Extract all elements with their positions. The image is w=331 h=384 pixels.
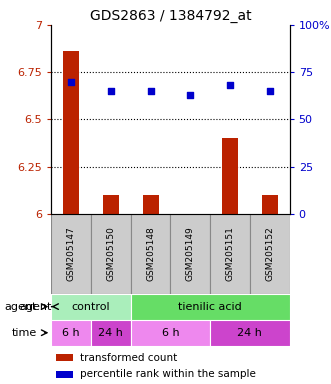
Title: GDS2863 / 1384792_at: GDS2863 / 1384792_at (90, 8, 251, 23)
Text: GSM205148: GSM205148 (146, 226, 155, 281)
Bar (91, 319, 131, 346)
Bar (222, 138, 238, 214)
Bar (170, 214, 210, 293)
Bar (143, 195, 159, 214)
Bar (51, 214, 91, 293)
Bar (262, 195, 278, 214)
Point (148, 88, 153, 94)
Point (69, 78, 74, 84)
Text: percentile rank within the sample: percentile rank within the sample (80, 369, 256, 379)
Text: 6 h: 6 h (62, 328, 80, 338)
Bar (103, 195, 119, 214)
Bar (56, 371, 73, 378)
Bar (210, 214, 250, 293)
Text: GSM205152: GSM205152 (265, 226, 274, 281)
Text: GSM205150: GSM205150 (106, 226, 116, 281)
Text: control: control (72, 301, 110, 311)
Point (267, 88, 272, 94)
Bar (51, 293, 131, 319)
Bar (131, 293, 290, 319)
Bar (210, 319, 290, 346)
Bar (131, 214, 170, 293)
Text: tienilic acid: tienilic acid (178, 301, 242, 311)
Text: agent: agent (5, 301, 37, 311)
Text: time: time (12, 328, 37, 338)
Text: transformed count: transformed count (80, 353, 177, 363)
Text: GSM205147: GSM205147 (67, 226, 76, 281)
Bar (91, 214, 131, 293)
Bar (51, 319, 91, 346)
Bar (56, 354, 73, 361)
Bar (63, 51, 79, 214)
Text: 24 h: 24 h (237, 328, 262, 338)
Text: GSM205149: GSM205149 (186, 226, 195, 281)
Point (108, 88, 114, 94)
Text: GSM205151: GSM205151 (225, 226, 235, 281)
Point (188, 92, 193, 98)
Bar (131, 319, 210, 346)
Bar (250, 214, 290, 293)
Point (227, 82, 233, 88)
Text: 6 h: 6 h (162, 328, 179, 338)
Text: agent: agent (19, 301, 52, 311)
Text: 24 h: 24 h (98, 328, 123, 338)
